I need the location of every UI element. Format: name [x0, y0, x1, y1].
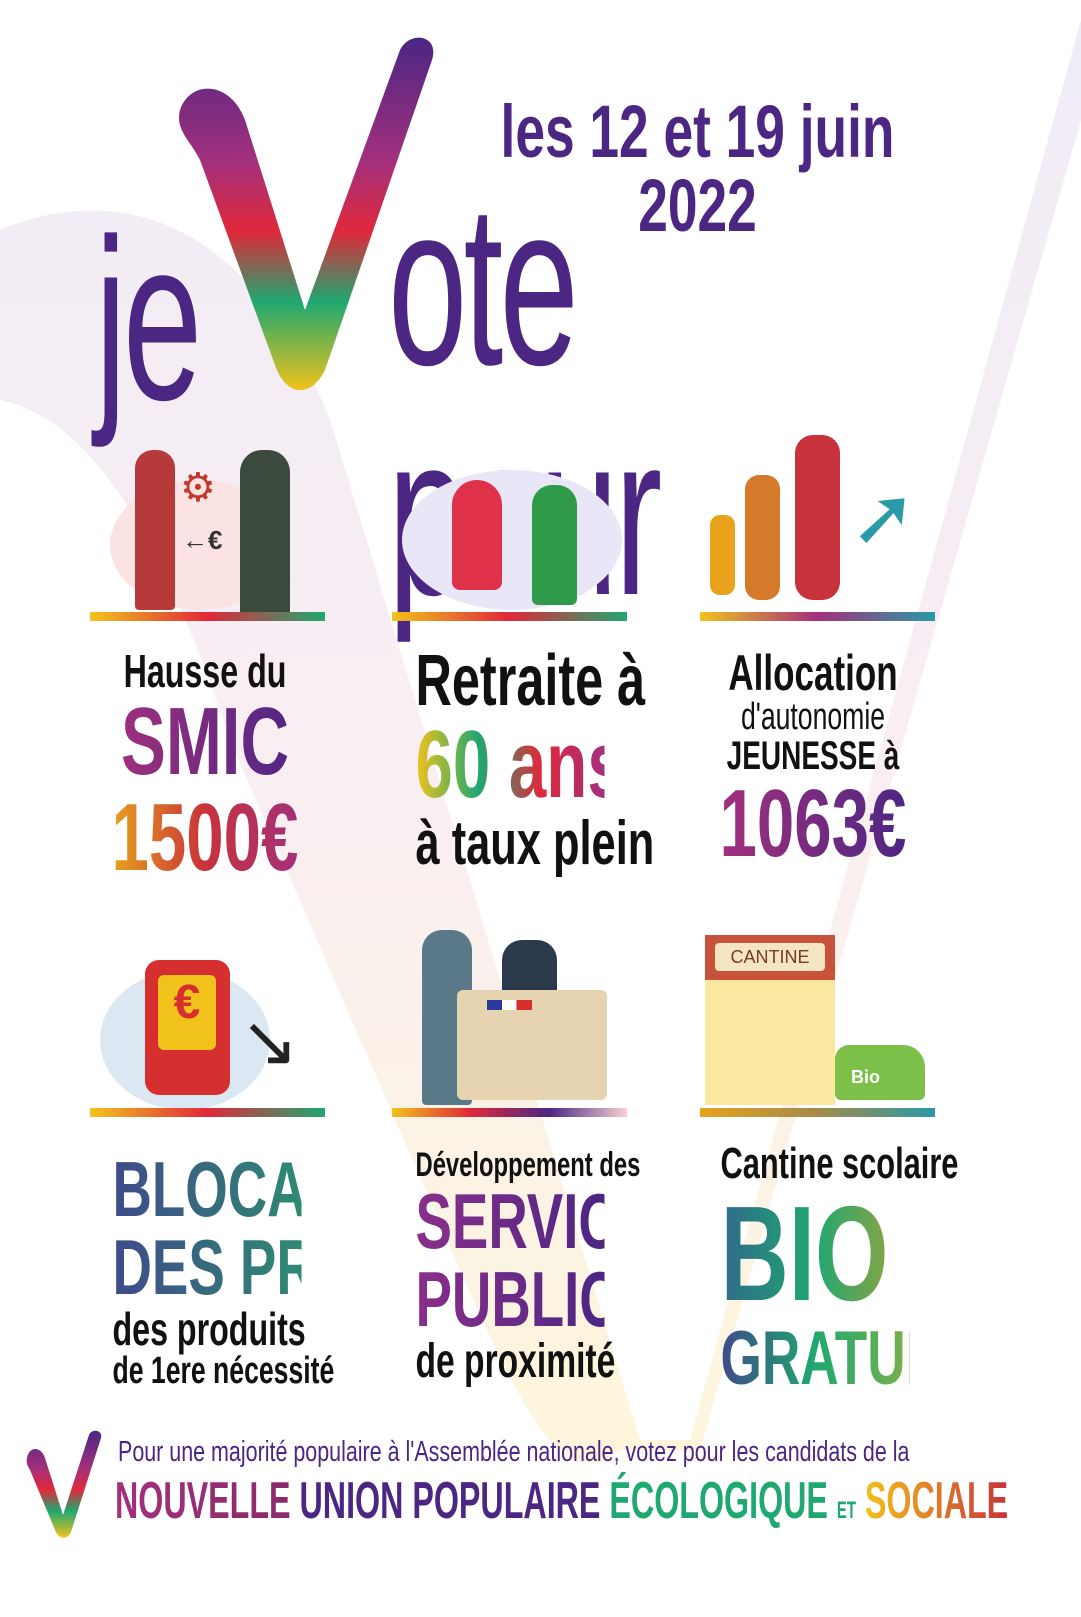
footer-tagline: Pour une majorité populaire à l'Assemblé…	[118, 1436, 910, 1468]
measure-highlight: SMIC	[111, 694, 300, 790]
measure-label: Allocation	[728, 645, 898, 701]
measure-label: d'autonomie	[740, 696, 886, 738]
date-box	[420, 88, 975, 188]
divider-bar	[700, 1108, 935, 1117]
bio-van-label: Bio	[835, 1045, 925, 1100]
measure-services-publics: Développement des SERVICES PUBLICS de pr…	[375, 1146, 691, 1388]
footer-word-nouvelle: NOUVELLE	[115, 1472, 291, 1530]
measure-highlight: 60 ans	[415, 711, 625, 818]
divider-bar	[90, 1108, 325, 1117]
fuel-pump-price-down-icon: € ↘	[90, 930, 325, 1110]
cantine-sign: CANTINE	[715, 943, 825, 971]
measure-label: Hausse du	[123, 645, 287, 697]
v-logo-icon	[179, 37, 434, 390]
measure-label: JEUNESSE à	[726, 734, 900, 778]
measure-label: des produits	[112, 1303, 306, 1355]
divider-bar	[700, 612, 935, 621]
footer-word-et: ET	[836, 1497, 856, 1524]
measure-highlight: BLOCAGE	[112, 1145, 386, 1233]
measure-highlight: GRATUITE	[720, 1316, 989, 1401]
dancing-seniors-icon	[392, 440, 627, 615]
measure-jeunesse: Allocation d'autonomie JEUNESSE à 1063€	[678, 648, 948, 872]
v-logo-small-icon	[26, 1430, 102, 1538]
measure-highlight: SERVICES	[415, 1177, 691, 1265]
divider-bar	[392, 1108, 627, 1117]
measure-value: 1500€	[111, 784, 299, 891]
measure-highlight: BIO &	[720, 1178, 984, 1329]
measure-value: 1063€	[719, 770, 907, 877]
measure-blocage-prix: BLOCAGE DES PRIX des produits de 1ere né…	[72, 1145, 386, 1392]
measure-label: de 1ere nécessité	[112, 1350, 335, 1392]
measure-retraite: Retraite à 60 ans à taux plein	[375, 641, 655, 878]
election-date: les 12 et 19 juin 2022	[500, 90, 895, 247]
measure-highlight: PUBLICS	[415, 1255, 656, 1343]
measure-cantine: Cantine scolaire BIO & GRATUITE	[680, 1142, 989, 1401]
title-je: je	[95, 191, 202, 448]
school-canteen-icon: CANTINE Bio	[700, 935, 935, 1110]
divider-bar	[90, 612, 325, 621]
measure-highlight: DES PRIX	[112, 1223, 368, 1311]
measure-label: de proximité	[415, 1335, 616, 1388]
growing-youth-arrow-icon: ➚	[700, 430, 935, 605]
measure-smic: Hausse du SMIC 1500€	[70, 648, 340, 886]
salary-negotiation-icon: ⚙ ←€	[90, 440, 325, 615]
footer-word-ecologique: ÉCOLOGIQUE	[609, 1472, 828, 1530]
measure-label: à taux plein	[415, 809, 655, 878]
measure-label: Développement des	[415, 1146, 641, 1184]
footer-word-sociale: SOCIALE	[864, 1472, 1009, 1530]
footer-coalition-name: NOUVELLE UNION POPULAIRE ÉCOLOGIQUE ET S…	[115, 1475, 1008, 1527]
footer-word-union-populaire: UNION POPULAIRE	[299, 1472, 601, 1530]
public-service-desk-icon	[392, 925, 627, 1105]
divider-bar	[392, 612, 627, 621]
measure-label: Retraite à	[415, 641, 646, 721]
